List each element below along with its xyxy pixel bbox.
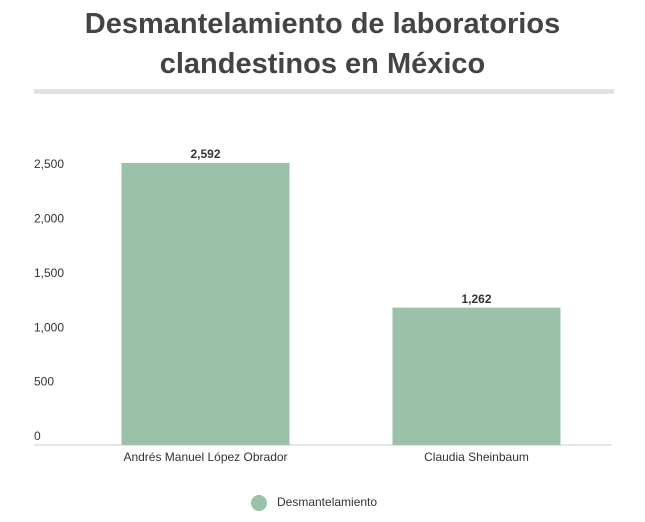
bar: [392, 307, 561, 445]
x-tick-label: Andrés Manuel López Obrador: [123, 450, 287, 464]
y-tick-label: 2,500: [34, 157, 64, 171]
legend-label: Desmantelamiento: [277, 495, 377, 509]
x-tick-label: Claudia Sheinbaum: [424, 450, 529, 464]
bar: [121, 162, 290, 445]
legend-marker: [251, 495, 267, 511]
y-tick-label: 0: [34, 429, 41, 443]
y-tick-label: 1,000: [34, 320, 64, 334]
value-label: 1,262: [461, 292, 491, 306]
y-tick-label: 2,000: [34, 211, 64, 225]
chart-title: Desmantelamiento de laboratorios clandes…: [84, 8, 561, 80]
title-rule: [34, 89, 614, 94]
value-label: 2,592: [190, 147, 220, 161]
y-tick-label: 1,500: [34, 266, 64, 280]
y-tick-label: 500: [34, 375, 54, 389]
